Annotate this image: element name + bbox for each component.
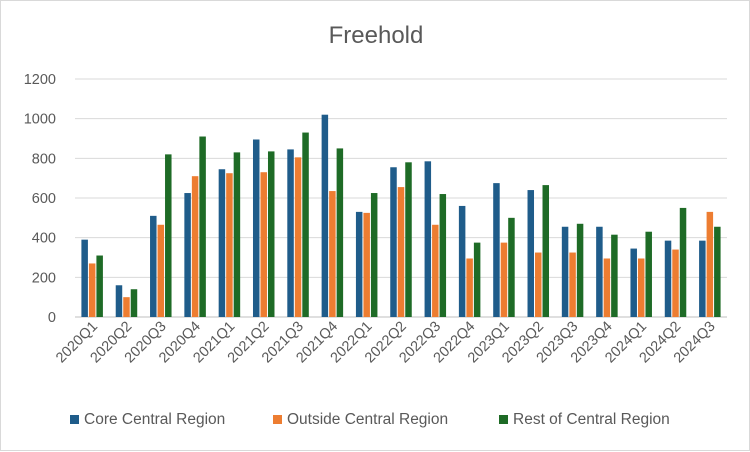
bar-outside-central-region xyxy=(637,258,645,317)
bar-rest-of-central-region xyxy=(370,193,378,317)
bar-rest-of-central-region xyxy=(508,217,515,317)
bar-outside-central-region xyxy=(191,176,199,317)
bar-outside-central-region xyxy=(260,172,267,317)
bar-outside-central-region xyxy=(432,224,439,317)
bar-outside-central-region xyxy=(603,258,611,317)
bar-core-central-region xyxy=(458,205,466,317)
y-tick-label: 600 xyxy=(32,191,56,207)
bar-core-central-region xyxy=(321,114,329,317)
bar-rest-of-central-region xyxy=(679,207,687,317)
legend-swatch xyxy=(499,415,508,424)
bar-core-central-region xyxy=(115,285,123,317)
y-tick-label: 1000 xyxy=(24,112,56,128)
legend: Core Central Region Outside Central Regio… xyxy=(70,411,670,428)
bar-rest-of-central-region xyxy=(611,234,618,317)
bar-rest-of-central-region xyxy=(336,148,344,317)
bar-core-central-region xyxy=(287,149,294,317)
bar-core-central-region xyxy=(150,215,157,317)
bar-outside-central-region xyxy=(226,173,233,317)
bar-outside-central-region xyxy=(123,297,130,317)
bar-core-central-region xyxy=(527,190,535,317)
bar-rest-of-central-region xyxy=(96,255,103,317)
bar-core-central-region xyxy=(355,211,363,317)
bar-core-central-region xyxy=(596,226,603,317)
legend-label: Core Central Region xyxy=(84,411,225,428)
bar-rest-of-central-region xyxy=(645,231,652,317)
bar-core-central-region xyxy=(699,240,706,317)
bar-outside-central-region xyxy=(500,242,508,317)
y-tick-label: 800 xyxy=(32,151,56,167)
legend-swatch xyxy=(70,415,79,424)
bar-core-central-region xyxy=(252,139,260,317)
legend-label: Rest of Central Region xyxy=(513,411,670,428)
y-tick-label: 0 xyxy=(48,310,56,326)
bar-outside-central-region xyxy=(466,258,473,317)
bar-rest-of-central-region xyxy=(439,194,447,317)
bar-rest-of-central-region xyxy=(576,223,584,317)
bar-core-central-region xyxy=(630,248,637,317)
legend-swatch xyxy=(273,415,282,424)
bar-core-central-region xyxy=(561,226,569,317)
bar-outside-central-region xyxy=(535,252,542,317)
bar-core-central-region xyxy=(184,193,191,317)
y-axis-ticks: 0 200 400 600 800 1000 1200 xyxy=(24,72,56,326)
bar-outside-central-region xyxy=(672,249,679,317)
bar-outside-central-region xyxy=(294,157,302,317)
bar-rest-of-central-region xyxy=(302,132,309,317)
bar-rest-of-central-region xyxy=(165,154,172,317)
bar-rest-of-central-region xyxy=(473,242,481,317)
bar-rest-of-central-region xyxy=(405,162,412,317)
bar-rest-of-central-region xyxy=(130,289,138,317)
bar-outside-central-region xyxy=(88,263,96,317)
bar-core-central-region xyxy=(81,239,88,317)
bar-outside-central-region xyxy=(706,211,714,317)
y-tick-label: 400 xyxy=(32,231,56,247)
bar-outside-central-region xyxy=(329,191,336,317)
bar-rest-of-central-region xyxy=(233,152,241,317)
bar-outside-central-region xyxy=(363,212,370,317)
bar-rest-of-central-region xyxy=(267,151,275,317)
bar-outside-central-region xyxy=(397,187,405,317)
chart-title: Freehold xyxy=(329,22,424,49)
legend-label: Outside Central Region xyxy=(287,411,448,428)
bar-core-central-region xyxy=(218,169,226,317)
bar-core-central-region xyxy=(664,240,672,317)
x-axis-ticks: 2020Q12020Q22020Q32020Q42021Q12021Q22021… xyxy=(53,319,718,367)
bar-core-central-region xyxy=(390,167,397,317)
bar-rest-of-central-region xyxy=(199,136,206,317)
y-tick-label: 200 xyxy=(32,270,56,286)
bar-rest-of-central-region xyxy=(542,185,550,317)
bar-core-central-region xyxy=(493,183,500,317)
y-tick-label: 1200 xyxy=(24,72,56,88)
bar-core-central-region xyxy=(424,161,432,317)
bar-outside-central-region xyxy=(157,224,165,317)
bars xyxy=(81,114,721,317)
bar-outside-central-region xyxy=(569,252,576,317)
bar-rest-of-central-region xyxy=(714,226,721,317)
